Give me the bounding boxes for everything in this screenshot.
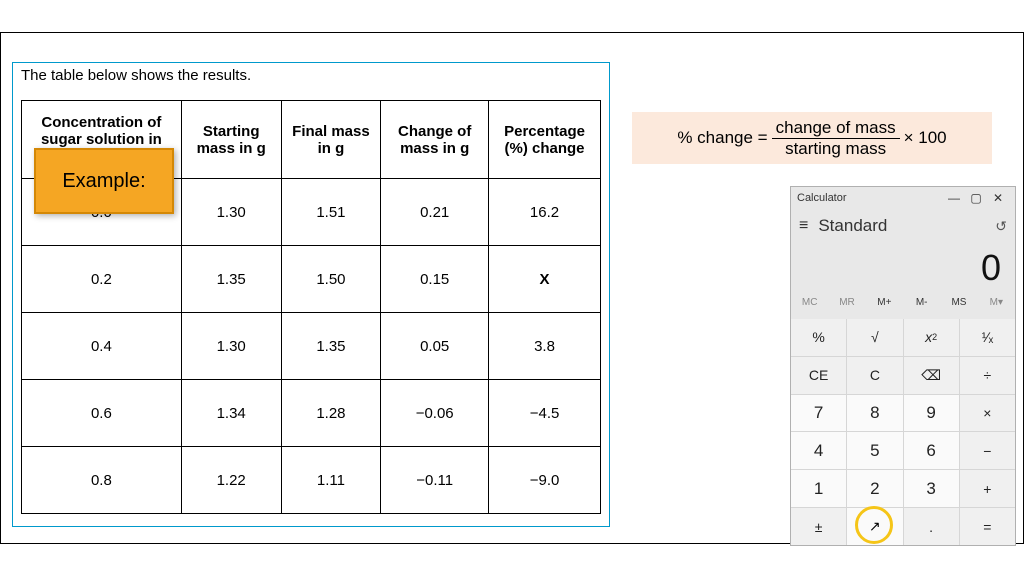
- close-button[interactable]: ✕: [987, 191, 1009, 205]
- formula-denominator: starting mass: [772, 139, 900, 159]
- table-cell: 1.30: [181, 179, 281, 246]
- calc-btn-5[interactable]: 5: [847, 432, 902, 469]
- calculator-window: Calculator — ▢ ✕ ≡ Standard ↺ 0 MCMRM+M-…: [790, 186, 1016, 546]
- results-table-container: The table below shows the results. Conce…: [12, 62, 610, 527]
- table-cell: 0.6: [22, 380, 182, 447]
- formula-fraction: change of mass starting mass: [772, 118, 900, 159]
- table-row: 0.61.341.28−0.06−4.5: [22, 380, 601, 447]
- table-cell: −0.11: [381, 447, 489, 514]
- table-cell: 1.28: [281, 380, 381, 447]
- calc-btn-7[interactable]: 7: [791, 395, 846, 432]
- calculator-titlebar[interactable]: Calculator — ▢ ✕: [791, 187, 1015, 209]
- calc-btn-−[interactable]: −: [960, 432, 1015, 469]
- calc-btn-2[interactable]: 2: [847, 470, 902, 507]
- table-row: 0.41.301.350.053.8: [22, 313, 601, 380]
- menu-icon[interactable]: ≡: [799, 217, 808, 235]
- table-cell: 1.51: [281, 179, 381, 246]
- formula-numerator: change of mass: [772, 118, 900, 139]
- calc-btn-±[interactable]: ±: [791, 508, 846, 545]
- calc-btn-C[interactable]: C: [847, 357, 902, 394]
- col-header-change: Change of mass in g: [381, 101, 489, 179]
- table-cell: 0.05: [381, 313, 489, 380]
- calculator-title: Calculator: [797, 192, 943, 204]
- table-cell: 1.22: [181, 447, 281, 514]
- table-cell: 1.30: [181, 313, 281, 380]
- calculator-mode[interactable]: Standard: [818, 216, 985, 236]
- table-cell: −4.5: [489, 380, 601, 447]
- table-cell: 0.8: [22, 447, 182, 514]
- table-cell: 0.4: [22, 313, 182, 380]
- calc-btn-3[interactable]: 3: [904, 470, 959, 507]
- calc-btn-÷[interactable]: ÷: [960, 357, 1015, 394]
- calc-btn-8[interactable]: 8: [847, 395, 902, 432]
- table-row: 0.81.221.11−0.11−9.0: [22, 447, 601, 514]
- calc-btn-+[interactable]: +: [960, 470, 1015, 507]
- history-icon[interactable]: ↺: [995, 218, 1007, 235]
- calc-btn-4[interactable]: 4: [791, 432, 846, 469]
- table-body: 0.01.301.510.2116.20.21.351.500.15X0.41.…: [22, 179, 601, 514]
- table-cell: 1.11: [281, 447, 381, 514]
- table-cell: 1.50: [281, 246, 381, 313]
- table-cell: −0.06: [381, 380, 489, 447]
- table-cell: 1.34: [181, 380, 281, 447]
- memory-btn-ms[interactable]: MS: [940, 297, 977, 319]
- calc-btn-×[interactable]: ×: [960, 395, 1015, 432]
- formula-box: % change = change of mass starting mass …: [632, 112, 992, 164]
- calc-btn-√[interactable]: √: [847, 319, 902, 356]
- table-cell: 0.21: [381, 179, 489, 246]
- col-header-final: Final mass in g: [281, 101, 381, 179]
- minimize-button[interactable]: —: [943, 191, 965, 205]
- calc-btn-1[interactable]: 1: [791, 470, 846, 507]
- calc-btn-.[interactable]: .: [904, 508, 959, 545]
- calculator-mode-row: ≡ Standard ↺: [791, 209, 1015, 243]
- table-cell: 16.2: [489, 179, 601, 246]
- memory-btn-m-[interactable]: M-: [903, 297, 940, 319]
- table-cell: 0.15: [381, 246, 489, 313]
- formula-rhs: × 100: [904, 128, 947, 148]
- calc-btn-CE[interactable]: CE: [791, 357, 846, 394]
- col-header-starting: Starting mass in g: [181, 101, 281, 179]
- calc-btn-=[interactable]: =: [960, 508, 1015, 545]
- example-callout: Example:: [34, 148, 174, 214]
- formula-lhs: % change =: [677, 128, 767, 148]
- calculator-memory-row: MCMRM+M-MSM▾: [791, 297, 1015, 319]
- table-cell: −9.0: [489, 447, 601, 514]
- table-row: 0.21.351.500.15X: [22, 246, 601, 313]
- example-callout-text: Example:: [62, 170, 145, 193]
- maximize-button[interactable]: ▢: [965, 191, 987, 205]
- calc-btn-9[interactable]: 9: [904, 395, 959, 432]
- table-cell: 3.8: [489, 313, 601, 380]
- calculator-buttons: %√x2¹∕ₓ CEC⌫÷ 789× 456− 123+ ±0↖.=: [791, 319, 1015, 545]
- table-cell: 1.35: [181, 246, 281, 313]
- col-header-percent: Percentage (%) change: [489, 101, 601, 179]
- calc-btn-0[interactable]: 0↖: [847, 508, 902, 545]
- calc-btn-6[interactable]: 6: [904, 432, 959, 469]
- memory-btn-m+[interactable]: M+: [866, 297, 903, 319]
- table-cell: 0.2: [22, 246, 182, 313]
- table-cell: X: [489, 246, 601, 313]
- calc-btn-¹∕ₓ[interactable]: ¹∕ₓ: [960, 319, 1015, 356]
- memory-btn-mr: MR: [828, 297, 865, 319]
- memory-btn-mc: MC: [791, 297, 828, 319]
- table-caption: The table below shows the results.: [13, 63, 609, 88]
- table-cell: 1.35: [281, 313, 381, 380]
- calc-btn-⌫[interactable]: ⌫: [904, 357, 959, 394]
- calc-btn-%[interactable]: %: [791, 319, 846, 356]
- memory-btn-m▾: M▾: [978, 297, 1015, 319]
- calculator-display: 0: [791, 243, 1015, 297]
- calc-btn-x²[interactable]: x2: [904, 319, 959, 356]
